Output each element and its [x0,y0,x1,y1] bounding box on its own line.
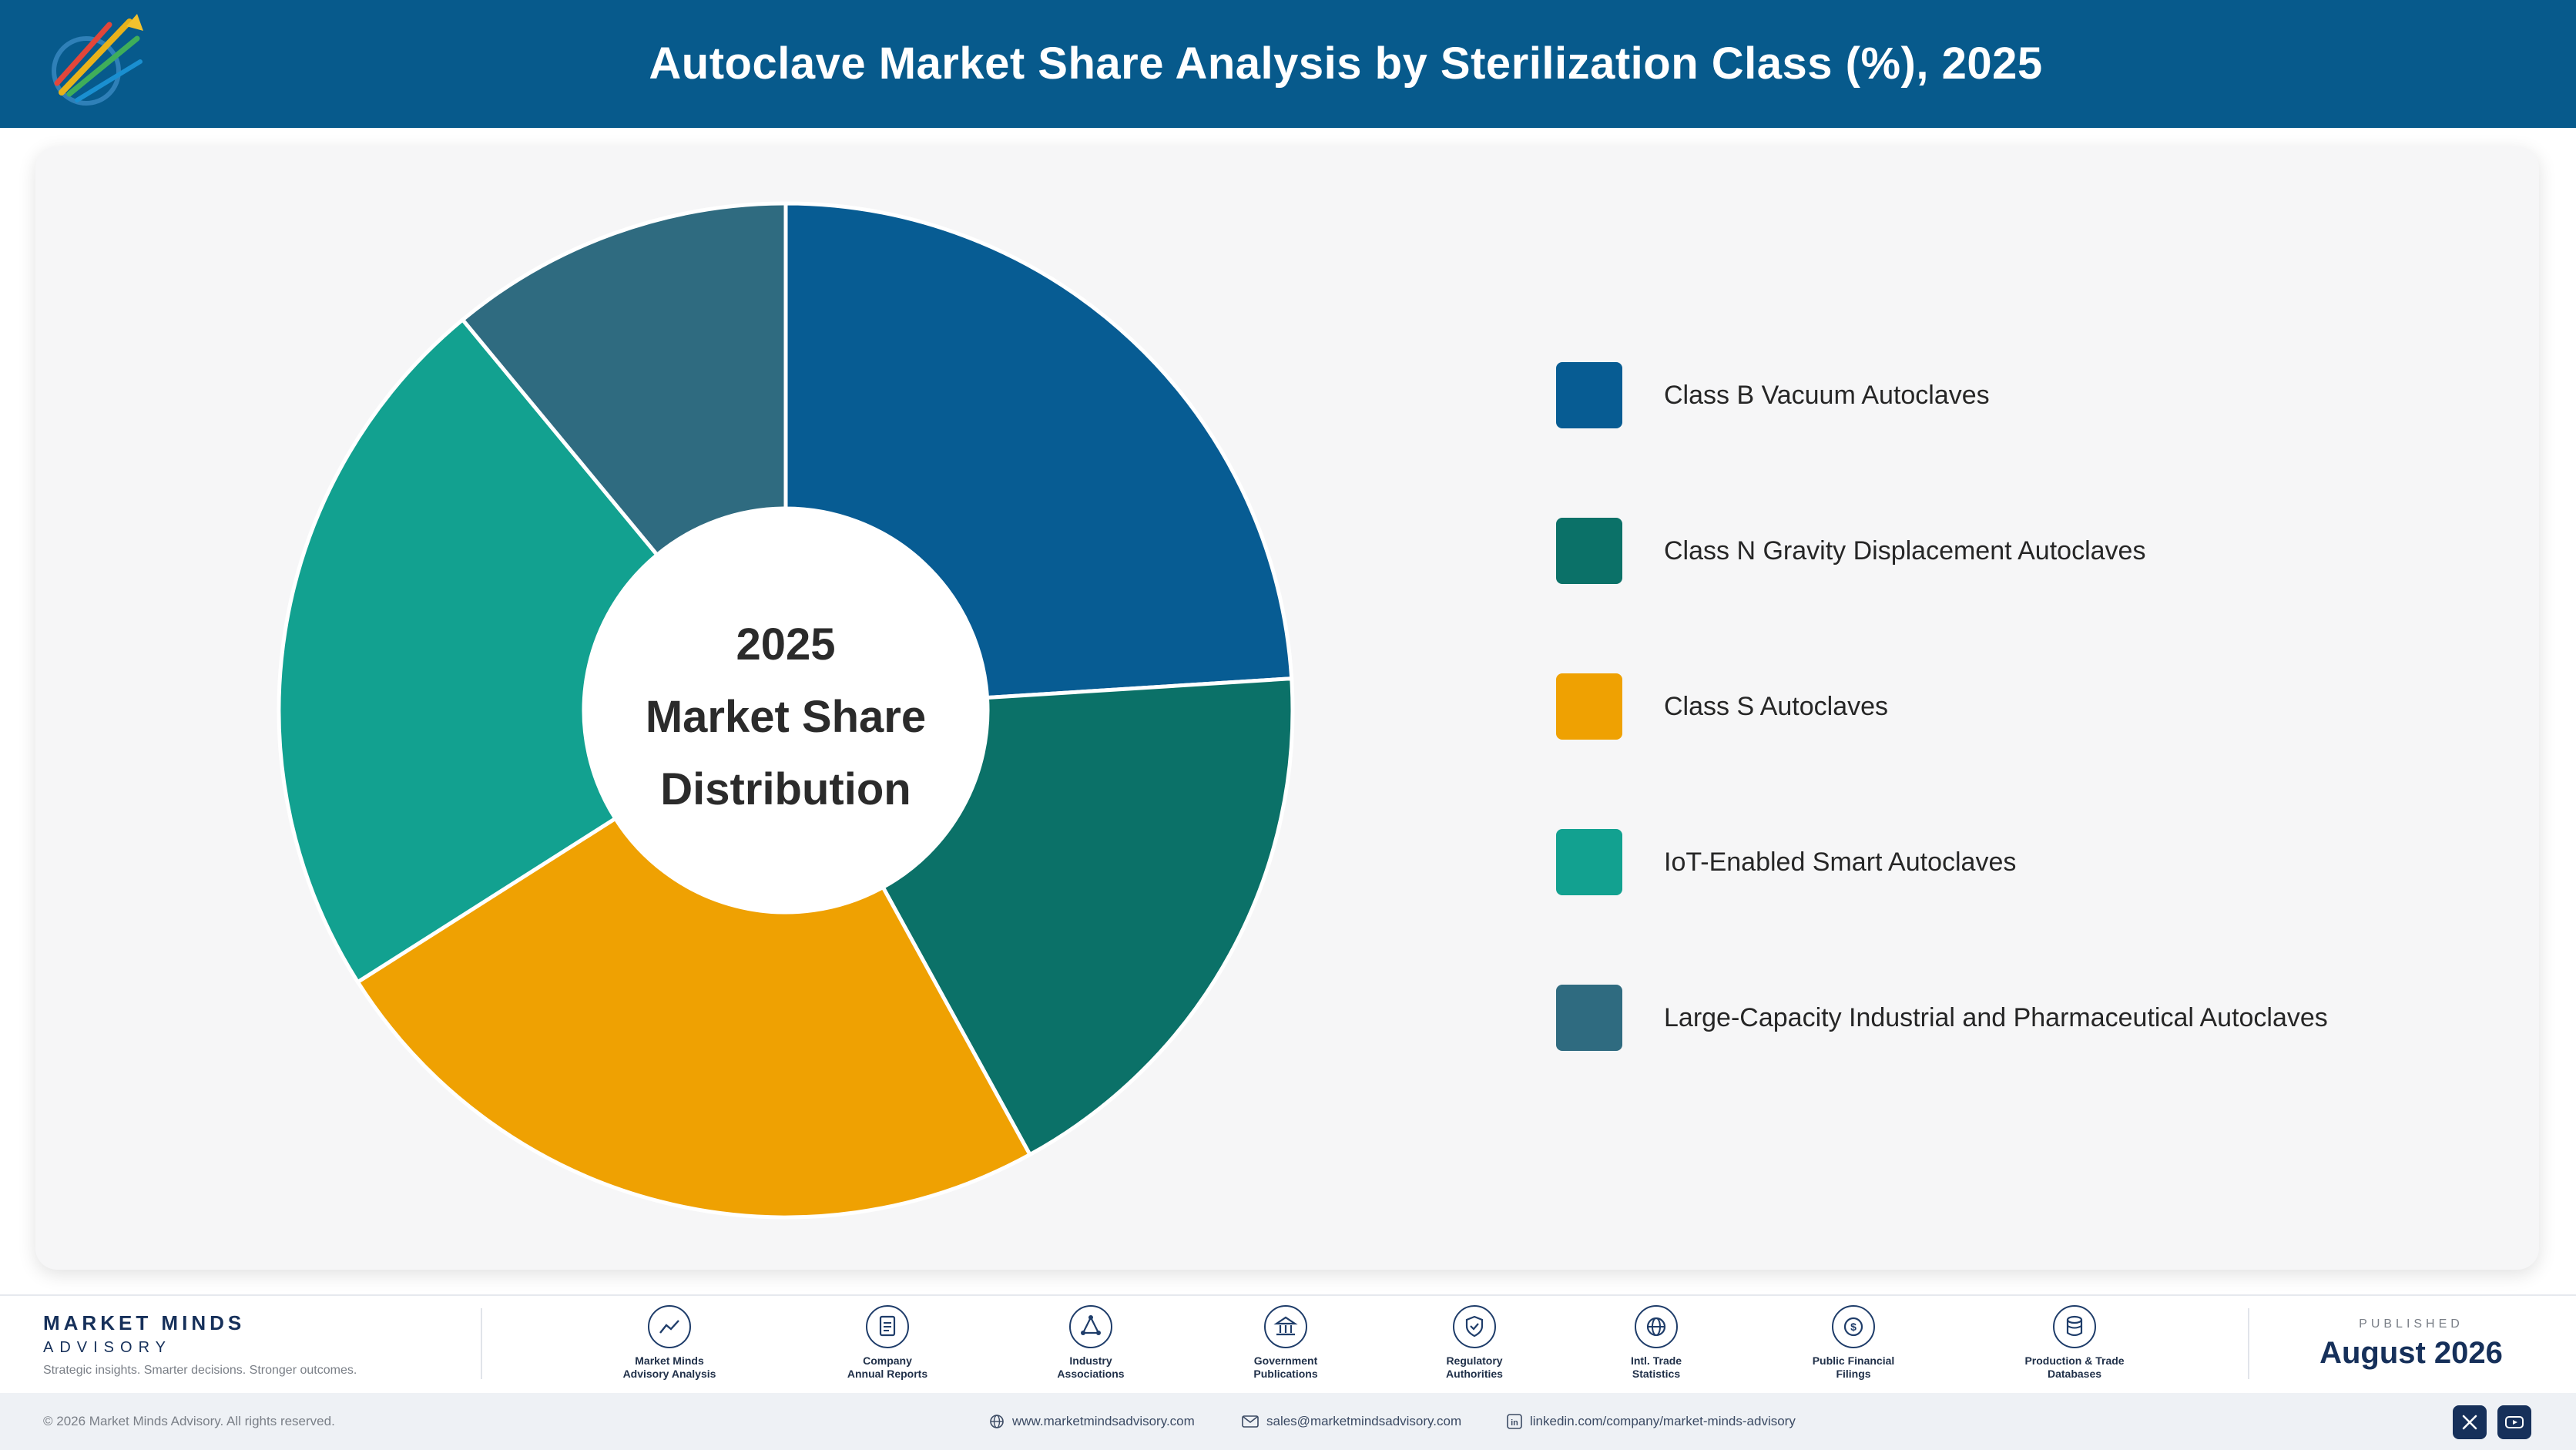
legend-label: Class N Gravity Displacement Autoclaves [1664,536,2146,566]
website-text: www.marketmindsadvisory.com [1012,1414,1195,1428]
legend-swatch [1556,362,1622,428]
source-item: Regulatory Authorities [1397,1305,1551,1381]
donut-center-label: 2025 Market Share Distribution [601,609,971,826]
linkedin-text: linkedin.com/company/market-minds-adviso… [1530,1414,1796,1428]
source-label: Production & Trade Databases [2024,1354,2125,1380]
legend-label: Class S Autoclaves [1664,692,1889,721]
center-label-year: 2025 [736,619,836,670]
published-date: August 2026 [2319,1336,2503,1370]
mail-icon [1242,1415,1259,1428]
source-item: Industry Associations [1014,1305,1168,1381]
donut-slice-2 [880,676,1295,1158]
shield-check-icon [1453,1305,1496,1348]
donut-slice-4 [277,317,660,985]
source-item: $ Public Financial Filings [1776,1305,1930,1381]
source-item: Production & Trade Databases [1997,1305,2152,1381]
chart-title: Autoclave Market Share Analysis by Steri… [649,39,2043,89]
header-bar: Autoclave Market Share Analysis by Steri… [0,0,2576,128]
source-label: Public Financial Filings [1812,1354,1895,1380]
legend-item: Class S Autoclaves [1556,673,2480,741]
donut-slice-5 [460,201,788,558]
brand-subtitle: ADVISORY [43,1339,172,1356]
legend-label: Large-Capacity Industrial and Pharmaceut… [1664,1003,2328,1032]
x-social-button[interactable] [2453,1405,2487,1439]
center-label-line2: Market Share [645,692,927,742]
dollar-coin-icon: $ [1832,1305,1875,1348]
svg-text:$: $ [1850,1321,1857,1333]
legend-item: Large-Capacity Industrial and Pharmaceut… [1556,985,2480,1052]
youtube-social-button[interactable] [2497,1405,2531,1439]
donut-slice-1 [783,201,1294,700]
email-text: sales@marketmindsadvisory.com [1266,1414,1462,1428]
brand-tagline: Strategic insights. Smarter decisions. S… [43,1364,357,1377]
source-item: Intl. Trade Statistics [1579,1305,1733,1381]
document-icon [866,1305,909,1348]
globe-icon [990,1415,1004,1428]
footer-contact-bar: © 2026 Market Minds Advisory. All rights… [0,1393,2576,1450]
donut-hole [585,510,986,911]
brand-name: MARKET MINDS [43,1311,246,1334]
source-label: Industry Associations [1057,1354,1125,1380]
legend-swatch [1556,985,1622,1051]
website-link[interactable]: www.marketmindsadvisory.com [989,1393,1195,1450]
network-icon [1069,1305,1112,1348]
market-minds-logo-icon [52,14,143,106]
source-label: Regulatory Authorities [1446,1354,1503,1380]
legend-swatch [1556,673,1622,740]
legend-item: Class N Gravity Displacement Autoclaves [1556,518,2480,586]
legend-label: IoT-Enabled Smart Autoclaves [1664,848,2017,877]
youtube-icon [2505,1416,2524,1428]
source-label: Government Publications [1253,1354,1318,1380]
x-logo-icon [2462,1415,2477,1430]
linkedin-link[interactable]: in linkedin.com/company/market-minds-adv… [1507,1393,1796,1450]
source-item: Market Minds Advisory Analysis [592,1305,746,1381]
trend-chart-icon [648,1305,691,1348]
divider [481,1308,482,1379]
globe-icon [1635,1305,1678,1348]
legend-swatch [1556,829,1622,895]
email-link[interactable]: sales@marketmindsadvisory.com [1242,1393,1461,1450]
source-label: Company Annual Reports [847,1354,928,1380]
source-label: Intl. Trade Statistics [1630,1354,1682,1380]
source-item: Government Publications [1209,1305,1363,1381]
legend-item: IoT-Enabled Smart Autoclaves [1556,829,2480,897]
source-item: Company Annual Reports [810,1305,964,1381]
center-label-line3: Distribution [660,764,911,814]
legend-label: Class B Vacuum Autoclaves [1664,381,1990,410]
source-label: Market Minds Advisory Analysis [622,1354,716,1380]
published-label: PUBLISHED [2359,1317,2464,1331]
divider [2248,1308,2249,1379]
legend-swatch [1556,518,1622,584]
government-building-icon [1264,1305,1307,1348]
donut-slice-3 [354,815,1033,1220]
copyright-text: © 2026 Market Minds Advisory. All rights… [43,1414,335,1428]
svg-text:in: in [1511,1418,1518,1428]
legend-item: Class B Vacuum Autoclaves [1556,362,2480,430]
linkedin-icon: in [1507,1414,1522,1429]
footer-sources-bar: MARKET MINDS ADVISORY Strategic insights… [0,1294,2576,1393]
database-icon [2053,1305,2096,1348]
